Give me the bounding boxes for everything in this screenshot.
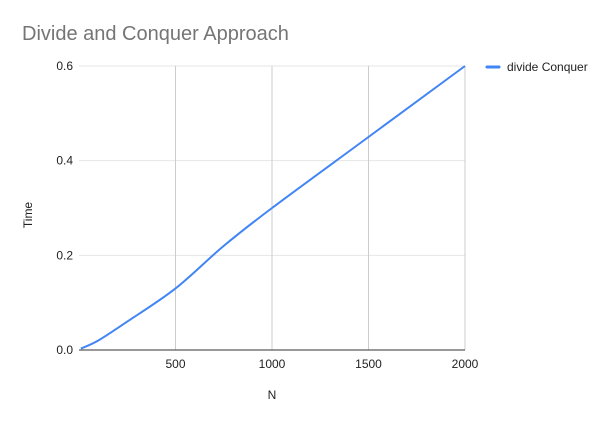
y-tick-label: 0.6 <box>56 59 73 73</box>
x-axis-label: N <box>268 388 277 402</box>
x-tick-label: 500 <box>165 357 185 371</box>
x-tick-label: 1000 <box>259 357 286 371</box>
tick-labels: 0.0 0.2 0.4 0.6 500 1000 1500 2000 <box>56 59 478 371</box>
chart-title: Divide and Conquer Approach <box>22 23 289 45</box>
x-tick-label: 1500 <box>355 357 382 371</box>
y-tick-label: 0.0 <box>56 343 73 357</box>
y-tick-label: 0.4 <box>56 154 73 168</box>
series-layer <box>80 65 466 350</box>
legend: divide Conquer <box>485 60 588 74</box>
legend-label: divide Conquer <box>507 60 588 74</box>
x-tick-label: 2000 <box>452 357 479 371</box>
y-axis-label: Time <box>21 202 35 229</box>
y-tick-label: 0.2 <box>56 248 73 262</box>
series-line <box>80 65 466 350</box>
